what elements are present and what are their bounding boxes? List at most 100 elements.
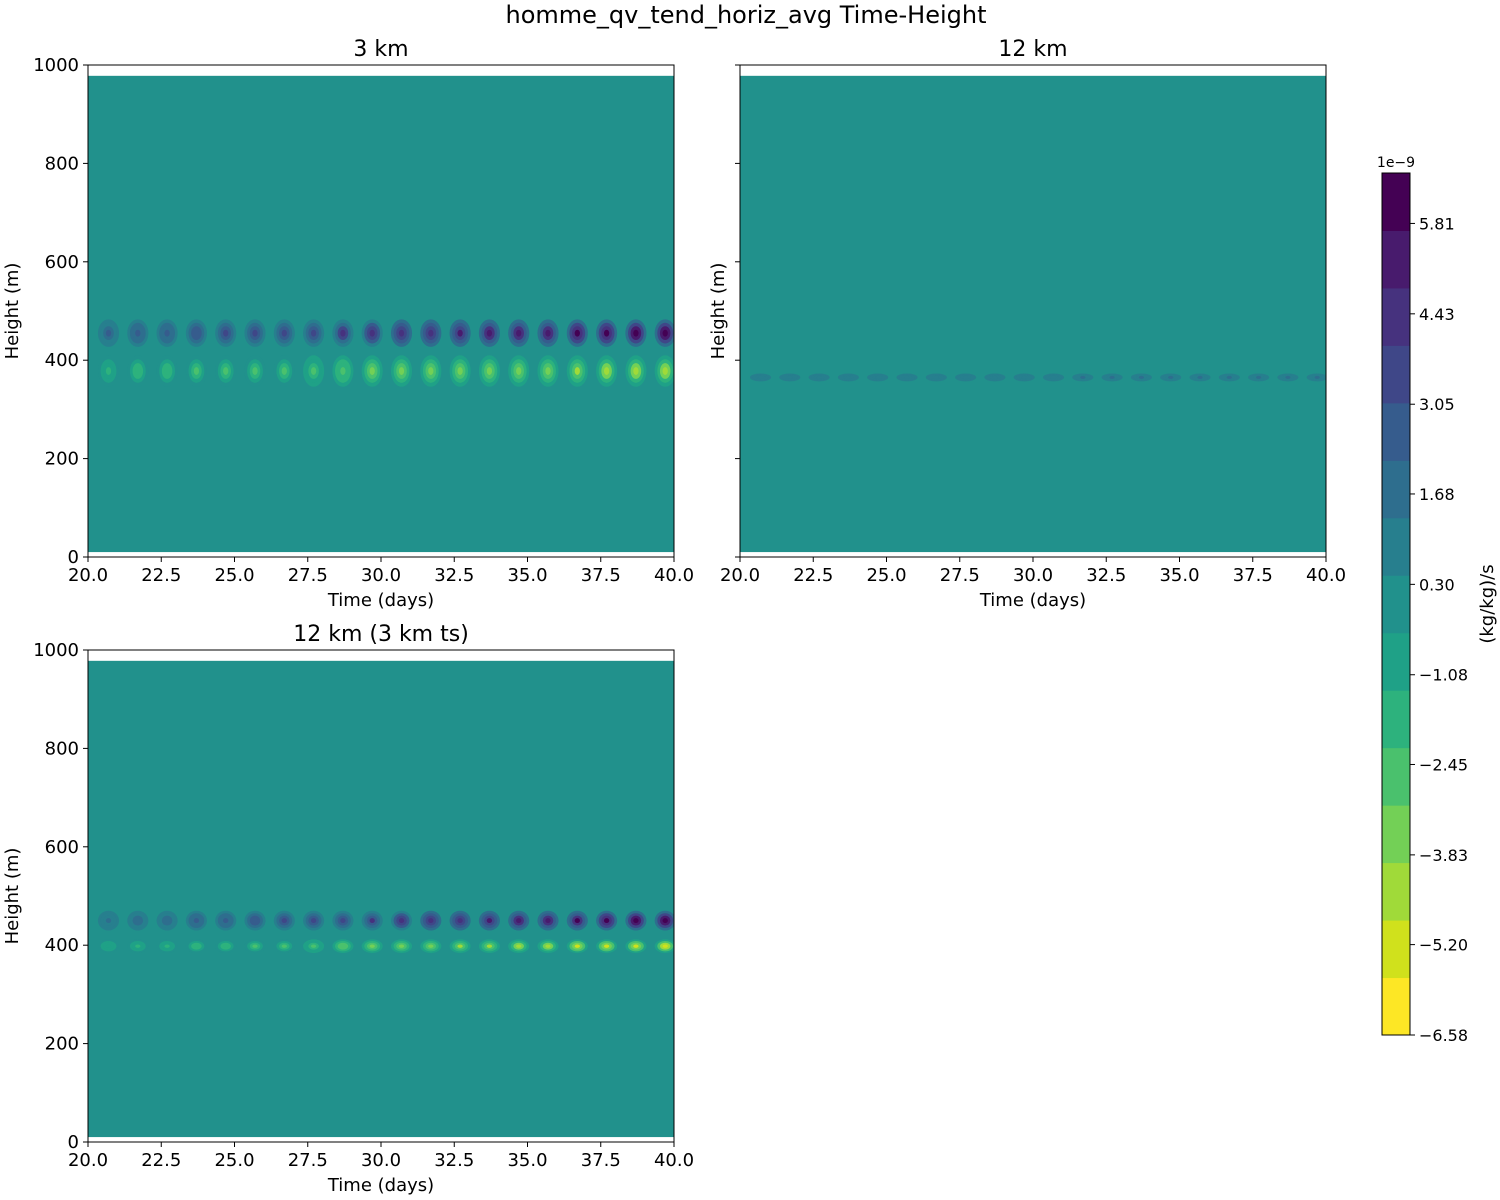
y-axis-label: Height (m) <box>2 848 23 945</box>
positive-tendency-contour <box>603 918 610 924</box>
positive-tendency-contour <box>787 375 793 379</box>
contour-field <box>88 75 674 553</box>
positive-tendency-contour <box>310 329 317 337</box>
colorbar-level <box>1382 747 1410 806</box>
y-tick-label: 1000 <box>33 55 79 76</box>
negative-tendency-contour <box>574 944 580 948</box>
negative-tendency-contour <box>457 367 463 375</box>
positive-tendency-contour <box>486 918 493 924</box>
colorbar-level <box>1382 517 1410 576</box>
positive-tendency-contour <box>545 329 551 337</box>
subplot-2: 20.0 22.5 25.0 27.5 30.0 32.5 35.0 37.5 40.0 12 k… <box>708 37 1346 611</box>
colorbar-level <box>1382 402 1410 461</box>
positive-tendency-contour <box>816 375 822 379</box>
negative-tendency-contour <box>193 944 200 948</box>
colorbar-tick-label: 1.68 <box>1419 485 1455 504</box>
x-tick-label: 32.5 <box>434 1150 474 1171</box>
colorbar-level <box>1382 287 1410 346</box>
colorbar-tick-label: −3.83 <box>1419 846 1468 865</box>
positive-tendency-contour <box>105 918 112 924</box>
negative-tendency-contour <box>252 367 258 375</box>
positive-tendency-contour <box>223 918 229 924</box>
y-tick-label: 600 <box>45 252 79 273</box>
negative-tendency-contour <box>516 367 522 375</box>
positive-tendency-contour <box>252 329 258 337</box>
colorbar-tick-label: 4.43 <box>1419 305 1455 324</box>
x-tick-label: 25.0 <box>214 1150 254 1171</box>
x-tick-label: 22.5 <box>141 565 181 586</box>
positive-tendency-contour <box>1285 375 1291 379</box>
negative-tendency-contour <box>603 367 610 375</box>
y-axis-label: Height (m) <box>2 263 23 360</box>
positive-tendency-contour <box>457 329 463 337</box>
negative-tendency-contour <box>281 944 287 948</box>
positive-tendency-contour <box>1255 375 1262 379</box>
positive-tendency-contour <box>340 918 346 924</box>
colorbar-level <box>1382 173 1410 231</box>
positive-tendency-contour <box>369 329 375 337</box>
y-tick-label: 1000 <box>33 640 79 661</box>
colorbar-tick-label: 3.05 <box>1419 395 1455 414</box>
positive-tendency-contour <box>1197 375 1203 379</box>
x-tick-label: 37.5 <box>581 1150 621 1171</box>
negative-tendency-contour <box>633 367 639 375</box>
colorbar-tick-label: 0.30 <box>1419 575 1455 594</box>
figure-title: homme_qv_tend_horiz_avg Time-Height <box>505 1 986 29</box>
x-tick-label: 35.0 <box>507 1150 547 1171</box>
positive-tendency-contour <box>486 329 493 337</box>
positive-tendency-contour <box>962 375 969 379</box>
negative-tendency-contour <box>398 367 405 375</box>
positive-tendency-contour <box>1109 375 1115 379</box>
colorbar-tick-label: −1.08 <box>1419 666 1468 685</box>
negative-tendency-contour <box>223 944 229 948</box>
x-tick-label: 20.0 <box>68 1150 108 1171</box>
positive-tendency-contour <box>457 918 463 924</box>
x-tick-label: 22.5 <box>793 565 833 586</box>
positive-tendency-contour <box>1314 375 1320 379</box>
positive-tendency-contour <box>164 918 170 924</box>
negative-tendency-contour <box>164 944 170 948</box>
y-tick-label: 200 <box>45 1034 79 1055</box>
positive-tendency-contour <box>398 329 405 337</box>
positive-tendency-contour <box>1138 375 1145 379</box>
positive-tendency-contour <box>1168 375 1174 379</box>
colorbar-label: (kg/kg)/s <box>1477 564 1498 643</box>
negative-tendency-contour <box>105 367 112 375</box>
positive-tendency-contour <box>310 918 317 924</box>
positive-tendency-contour <box>340 329 346 337</box>
subplots: 20.0 22.5 25.0 27.5 30.0 32.5 35.0 37.5 40.0 0 200… <box>2 37 1346 1196</box>
x-tick-label: 37.5 <box>581 565 621 586</box>
x-tick-label: 25.0 <box>866 565 906 586</box>
colorbar-level <box>1382 632 1410 691</box>
positive-tendency-contour <box>904 375 910 379</box>
x-tick-label: 27.5 <box>288 1150 328 1171</box>
colorbar-tick-label: 5.81 <box>1419 214 1455 233</box>
positive-tendency-contour <box>428 918 434 924</box>
subplot-title: 12 km (3 km ts) <box>293 622 469 647</box>
y-tick-label: 800 <box>45 153 79 174</box>
y-tick-label: 0 <box>68 547 79 568</box>
x-tick-label: 35.0 <box>507 565 547 586</box>
colorbar-level <box>1382 690 1410 749</box>
colorbar-level <box>1382 575 1410 634</box>
negative-tendency-contour <box>164 367 170 375</box>
negative-tendency-contour <box>369 367 375 375</box>
positive-tendency-contour <box>223 329 229 337</box>
positive-tendency-contour <box>603 329 610 337</box>
positive-tendency-contour <box>252 918 258 924</box>
colorbar-exponent: 1e−9 <box>1377 155 1415 171</box>
negative-tendency-contour <box>486 944 493 948</box>
positive-tendency-contour <box>545 918 551 924</box>
colorbar-level <box>1382 345 1410 404</box>
positive-tendency-contour <box>516 329 522 337</box>
x-tick-label: 32.5 <box>1086 565 1126 586</box>
y-tick-label: 200 <box>45 449 79 470</box>
negative-tendency-contour <box>310 944 317 948</box>
y-tick-label: 0 <box>68 1132 79 1153</box>
positive-tendency-contour <box>281 329 287 337</box>
positive-tendency-contour <box>574 918 580 924</box>
negative-tendency-contour <box>662 944 668 948</box>
negative-tendency-contour <box>340 367 346 375</box>
positive-tendency-contour <box>105 329 112 337</box>
